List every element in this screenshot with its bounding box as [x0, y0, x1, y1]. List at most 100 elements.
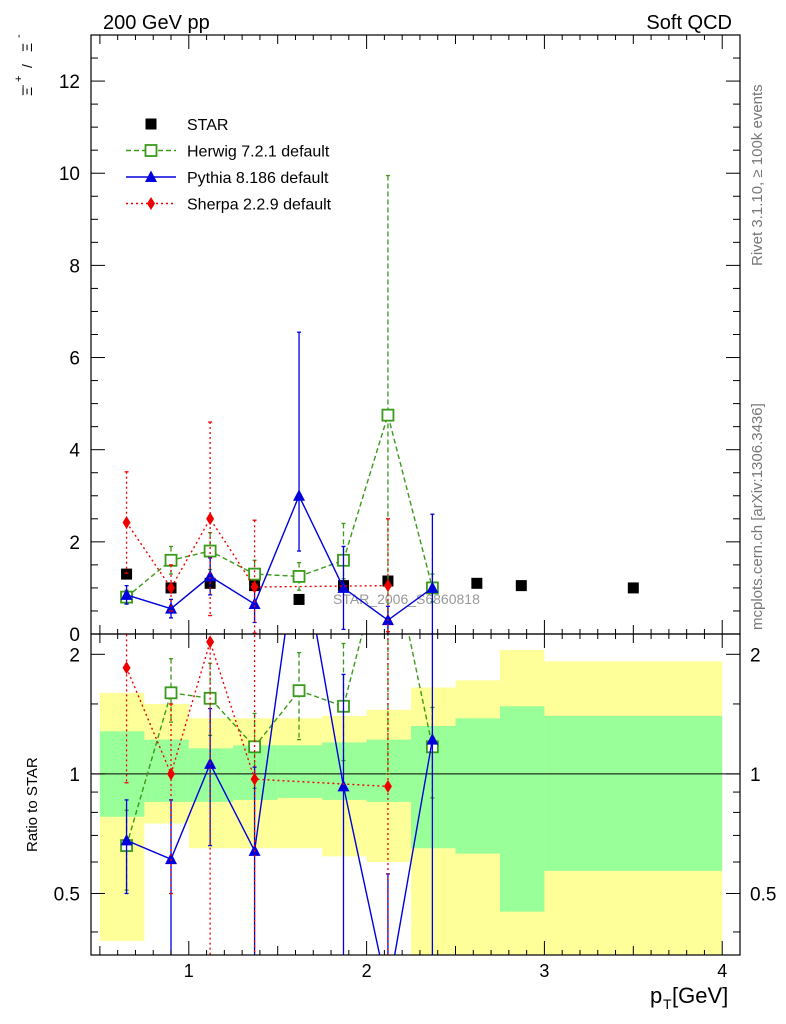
data-point	[204, 569, 217, 582]
legend-label: STAR	[187, 117, 228, 134]
data-point	[248, 597, 261, 610]
legend-label: Pythia 8.186 default	[187, 170, 329, 187]
y-tick-label: 10	[59, 164, 80, 185]
data-point	[120, 588, 133, 600]
x-axis-label: p T [GeV]	[650, 983, 728, 1012]
data-point	[292, 684, 306, 698]
ratio-plot-area	[91, 634, 740, 999]
side-mcplots-label: mcplots.cern.ch [arXiv:1306.3436]	[749, 403, 766, 630]
data-point	[164, 686, 178, 700]
x-tick-label: 4	[717, 961, 727, 981]
data-point	[515, 580, 527, 592]
header-right-label: Soft QCD	[646, 12, 732, 34]
legend-label: Herwig 7.2.1 default	[187, 144, 330, 161]
band-inner-bin	[544, 715, 723, 871]
legend-marker	[147, 197, 155, 210]
ratio-y-tick-label-left: 0.5	[54, 884, 80, 905]
data-point	[120, 833, 133, 846]
band-inner-bin	[455, 718, 500, 854]
ylabel-bot-symbol: Ξ	[19, 43, 35, 52]
legend: STAR Herwig 7.2.1 default Pythia 8.186 def…	[126, 117, 332, 214]
data-point	[426, 733, 439, 745]
data-point	[167, 581, 176, 595]
x-tick-label: 2	[362, 961, 372, 981]
x-axis-label-p: p	[650, 983, 662, 1008]
y-tick-label: 6	[69, 349, 80, 370]
data-point	[383, 579, 392, 593]
legend-marker	[144, 144, 158, 157]
series-herwig	[120, 174, 439, 633]
data-point	[206, 635, 215, 649]
x-tick-label: 3	[539, 961, 549, 981]
data-point	[121, 568, 133, 580]
series-line	[126, 634, 434, 955]
data-point	[627, 582, 639, 594]
ratio-plot-panel	[90, 633, 741, 999]
ratio-ylabel: Ratio to STAR	[24, 757, 41, 852]
ratio-frame	[90, 633, 741, 956]
band-inner-bin	[144, 739, 189, 802]
band-inner-bin	[499, 706, 545, 912]
legend-entry: Herwig 7.2.1 default	[126, 144, 330, 161]
data-point	[293, 593, 305, 605]
x-tick-label: 1	[184, 961, 194, 981]
ratio-y-tick-label-right: 1	[750, 765, 761, 786]
series-sherpa	[122, 421, 392, 634]
x-axis-label-unit: [GeV]	[672, 983, 728, 1008]
ratio-y-tick-label-right: 2	[750, 645, 761, 666]
analysis-watermark: STAR_2006_S6860818	[333, 591, 480, 607]
ylabel-sep: /	[19, 64, 35, 68]
data-point	[122, 661, 131, 675]
data-point	[250, 580, 259, 594]
series-line	[126, 494, 433, 622]
main-ylabel: Ξ̄ + / Ξ -	[13, 34, 35, 96]
data-point	[337, 581, 350, 593]
y-tick-label: 2	[69, 533, 80, 554]
ratio-y-tick-label-left: 2	[69, 645, 80, 666]
band-inner-bin	[277, 745, 323, 798]
legend-entry: Pythia 8.186 default	[126, 170, 329, 187]
data-point	[165, 602, 178, 614]
series-line	[126, 412, 434, 598]
y-tick-label: 4	[69, 441, 80, 462]
data-point	[383, 779, 392, 793]
band-inner-bin	[188, 748, 234, 802]
band-inner-bin	[366, 739, 412, 802]
data-point	[382, 987, 394, 999]
data-point	[250, 772, 259, 786]
ylabel-bot-sup: -	[13, 34, 25, 38]
series-line	[125, 639, 388, 788]
data-point	[167, 767, 176, 781]
series-line	[125, 634, 434, 846]
data-point	[381, 408, 395, 422]
data-point	[337, 779, 350, 792]
data-point	[426, 581, 439, 593]
data-point	[203, 544, 217, 558]
side-rivet-label: Rivet 3.1.10, ≥ 100k events	[749, 84, 766, 266]
data-point	[165, 852, 178, 865]
legend-marker	[145, 118, 157, 130]
y-tick-label: 0	[69, 625, 80, 646]
band-outer-bin	[99, 692, 145, 941]
header-left-label: 200 GeV pp	[103, 12, 210, 34]
legend-entry: Sherpa 2.2.9 default	[126, 197, 332, 214]
x-axis-label-sub: T	[663, 996, 672, 1012]
ylabel-top-sup: +	[13, 76, 25, 82]
ratio-y-tick-label-left: 1	[69, 765, 80, 786]
legend-label: Sherpa 2.2.9 default	[187, 197, 332, 214]
data-point	[292, 570, 306, 583]
ratio-y-tick-label-right: 0.5	[750, 884, 776, 905]
y-tick-label: 12	[59, 72, 80, 93]
data-point	[471, 577, 483, 589]
main-plot-area	[120, 174, 639, 634]
legend-entry: STAR	[145, 117, 228, 134]
data-point	[206, 512, 215, 526]
y-tick-label: 8	[69, 256, 80, 277]
data-point	[248, 567, 261, 581]
series-sherpa	[122, 634, 392, 955]
data-point	[293, 489, 306, 501]
legend-marker	[145, 170, 157, 182]
band-inner-bin	[233, 745, 278, 800]
